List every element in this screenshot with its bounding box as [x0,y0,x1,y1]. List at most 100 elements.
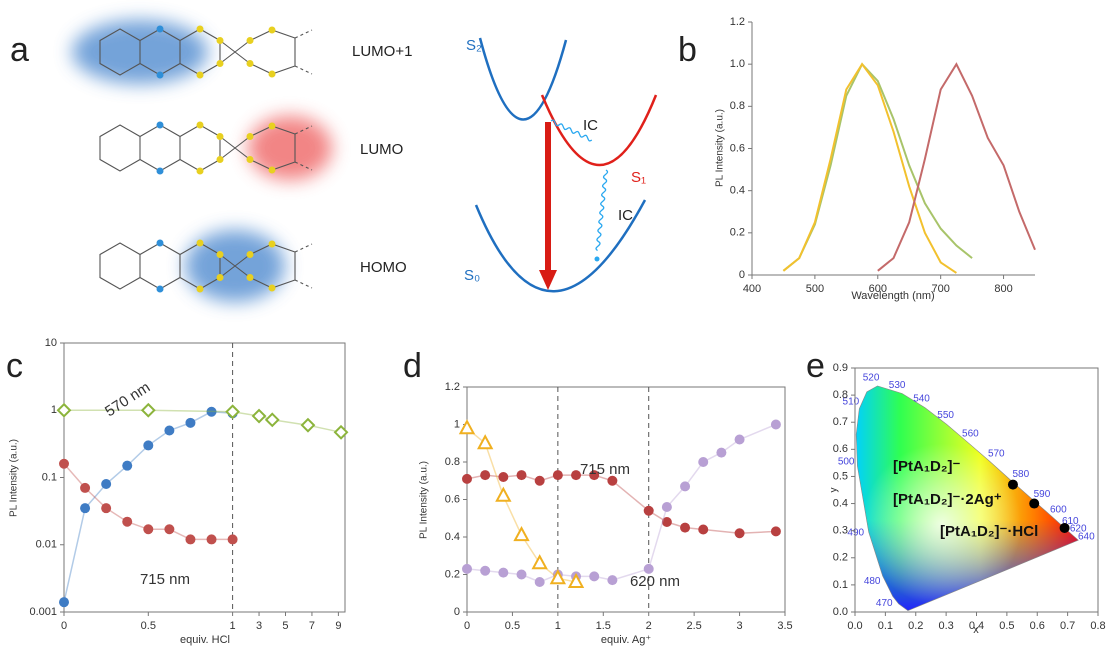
locus-label: 590 [1034,489,1051,500]
x-tick-label: 0.5 [141,620,156,632]
y-tick-label: 0.0 [833,606,848,618]
data-marker [571,470,582,481]
x-tick-label: 0 [61,620,67,632]
x-tick-label: 400 [743,283,761,295]
x-tick-label: 700 [931,283,949,295]
y-tick-label: 0.7 [833,416,848,428]
y-tick-label: 0.6 [445,493,460,505]
x-tick-label: 0.5 [999,620,1014,632]
emission-arrow-head [539,270,557,290]
x-tick-label: 0.8 [1090,620,1105,632]
y-tick-label: 1 [454,418,460,430]
data-marker [101,479,112,490]
data-marker [59,458,69,469]
locus-label: 470 [876,598,893,609]
y-tick-label: 0.1 [833,579,848,591]
point-label: [PtA₁D₂]⁻·HCl [940,523,1038,540]
y-tick-label: 10 [45,337,57,349]
x-axis-label: equiv. HCl [180,634,230,646]
y-tick-label: 1.2 [730,16,745,28]
data-marker [698,524,709,535]
plot-frame [466,386,786,613]
y-tick-label: 0.8 [730,100,745,112]
data-marker [80,503,91,514]
data-marker [589,470,600,481]
y-tick-label: 0.8 [833,389,848,401]
data-marker [476,434,494,450]
data-marker [59,597,69,608]
s1-curve [540,94,658,167]
locus-label: 620 [1070,524,1087,535]
data-marker [140,402,156,418]
x-tick-label: 600 [869,283,887,295]
x-tick-label: 500 [806,283,824,295]
ic-wave-end [594,256,600,262]
data-marker [531,554,548,570]
y-tick-label: 0.8 [445,456,460,468]
data-marker [680,481,691,492]
data-marker [462,563,472,574]
data-marker [716,447,727,458]
data-marker [495,486,512,502]
x-tick-label: 7 [309,620,315,632]
locus-label: 520 [863,373,880,384]
data-marker [164,425,175,436]
x-tick-label: 0.3 [938,620,953,632]
data-marker [516,470,527,481]
x-axis-label: x [973,624,979,636]
data-marker [734,434,745,445]
x-tick-label: 0.4 [969,620,984,632]
data-marker [206,406,217,417]
y-tick-label: 1 [51,404,57,416]
y-tick-label: 0.2 [833,552,848,564]
data-marker [607,475,618,486]
data-marker [333,424,349,440]
data-marker [549,569,567,585]
x-tick-label: 2.5 [686,620,701,632]
data-marker [56,402,72,418]
data-marker [300,417,316,433]
data-marker [143,524,154,535]
x-tick-label: 2 [646,620,652,632]
x-tick-label: 9 [335,620,341,632]
y-tick-label: 0.2 [445,568,460,580]
data-marker [164,524,175,535]
data-marker [661,502,672,512]
x-tick-label: 1 [230,620,236,632]
s2-curve [478,37,568,121]
locus-label: 560 [962,429,979,440]
y-tick-label: 0.4 [445,531,460,543]
data-marker [264,412,280,428]
series-line [466,423,777,583]
data-marker [227,534,238,545]
locus-label: 540 [913,394,930,405]
state-label: S₂ [466,37,482,54]
data-marker [698,457,709,467]
ic-wave [550,119,593,142]
y-tick-label: 1.0 [730,58,745,70]
orbital-label: HOMO [360,259,407,276]
locus-label: 600 [1050,504,1067,515]
y-axis-label: PL Intensity (a.u.) [419,461,430,539]
orbital-lobe [248,116,332,180]
data-marker [225,404,241,420]
locus-label: 570 [988,448,1005,459]
data-marker [251,408,267,424]
data-marker [534,475,545,486]
locus-label: 490 [847,528,864,539]
s0-curve [474,199,647,293]
data-marker [661,517,672,527]
annotation: 715 nm [580,461,630,478]
data-marker [480,565,491,576]
plot-frame [63,342,346,613]
y-tick-label: 0.1 [42,471,57,483]
orbital-label: LUMO [360,141,403,158]
y-tick-label: 0.001 [29,606,57,618]
orbital-label: LUMO+1 [352,43,412,60]
state-label: S₀ [464,267,480,284]
y-axis-label: y [829,488,840,493]
panel-label: a [10,31,29,69]
data-marker [480,470,491,481]
y-tick-label: 0 [739,269,745,281]
series-line [782,62,957,274]
